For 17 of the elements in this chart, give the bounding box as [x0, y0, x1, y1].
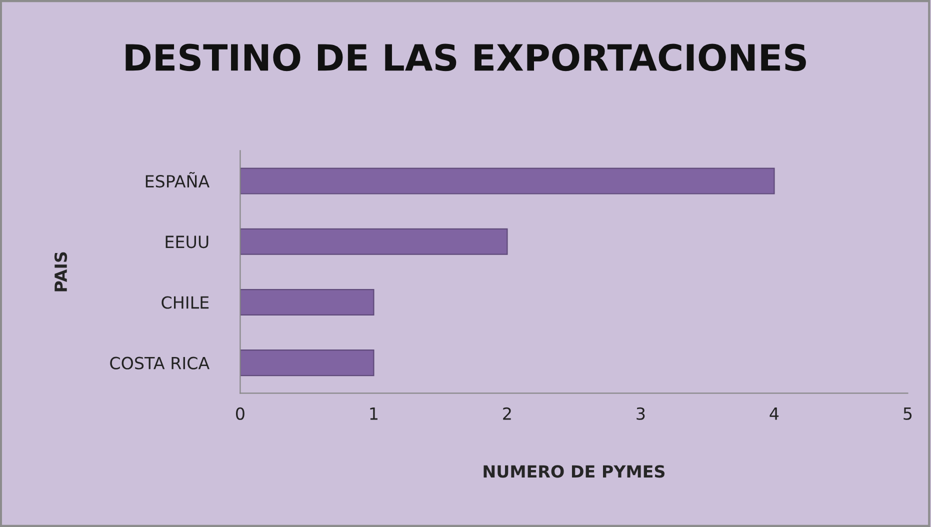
x-tick-label: 5: [904, 408, 912, 420]
x-tick-label: 2: [503, 407, 511, 420]
x-tick-label: 0: [236, 407, 244, 420]
x-tick-label: 4: [770, 408, 779, 420]
y-axis-title: PAIS: [54, 252, 68, 292]
x-axis-title: NUMERO DE PYMES: [484, 465, 665, 478]
bar: [240, 228, 508, 255]
bar: [240, 350, 374, 376]
chart-title: DESTINO DE LAS EXPORTACIONES: [126, 44, 806, 72]
x-tick-label: 1: [370, 408, 378, 420]
y-tick-label: ESPAÑA: [146, 172, 210, 188]
y-tick-label: CHILE: [162, 296, 209, 309]
bar: [240, 168, 775, 194]
y-tick-label: EEUU: [166, 236, 208, 248]
x-tick-label: 3: [636, 407, 645, 420]
y-tick-label: COSTA RICA: [110, 356, 210, 370]
bar: [240, 288, 374, 316]
